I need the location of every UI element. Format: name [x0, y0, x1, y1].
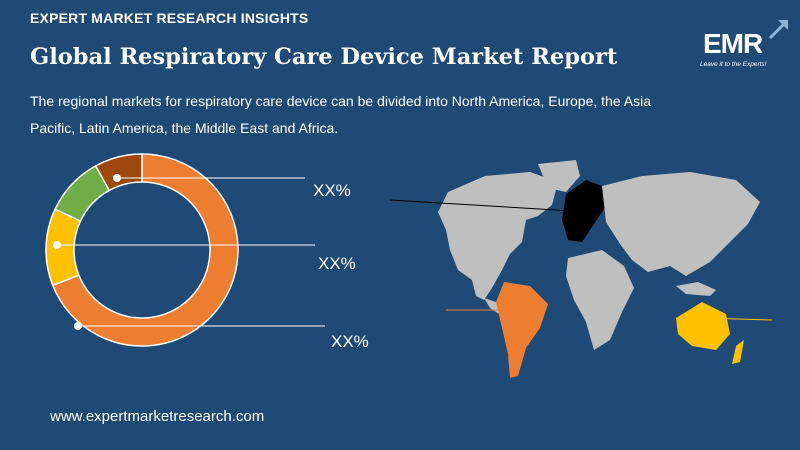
map-australia — [676, 302, 730, 350]
map-north-america — [438, 172, 558, 300]
map-africa — [566, 250, 634, 350]
slice-label-3: XX% — [331, 332, 369, 351]
map-asia — [602, 172, 760, 276]
website-url: www.expertmarketresearch.com — [50, 408, 265, 425]
map-leader-australia — [701, 317, 773, 321]
donut-slice-1 — [51, 153, 239, 347]
donut-slice-2 — [45, 208, 82, 287]
map-greenland — [538, 160, 580, 192]
leader-dot-1 — [113, 174, 121, 182]
donut-slice-4 — [94, 153, 143, 192]
donut-chart — [45, 153, 325, 347]
page-title: Global Respiratory Care Device Market Re… — [30, 44, 618, 70]
map-new-zealand — [732, 340, 744, 364]
map-south-america — [496, 282, 548, 378]
arrow-up-icon — [768, 20, 788, 40]
kicker-text: EXPERT MARKET RESEARCH INSIGHTS — [30, 10, 309, 26]
map-indonesia — [676, 282, 716, 296]
leader-dot-3 — [74, 322, 82, 330]
description-text: The regional markets for respiratory car… — [30, 93, 651, 136]
slice-label-1: XX% — [313, 181, 351, 200]
slice-label-2: XX% — [318, 254, 356, 273]
leader-lines — [53, 174, 325, 330]
emr-logo: EMR Leave it to the Experts! — [688, 16, 796, 74]
logo-tagline: Leave it to the Experts! — [700, 61, 767, 68]
map-leader-europe — [389, 199, 591, 213]
map-europe — [562, 180, 606, 242]
world-map — [389, 160, 773, 378]
leader-dot-2 — [53, 241, 61, 249]
logo-text: EMR — [703, 28, 763, 59]
